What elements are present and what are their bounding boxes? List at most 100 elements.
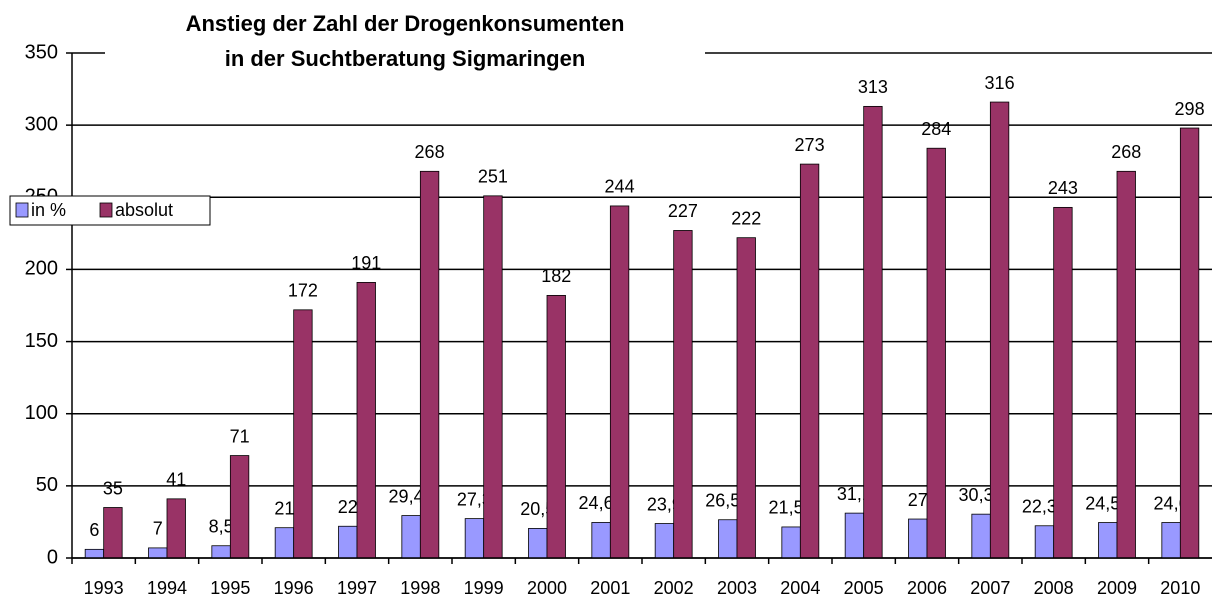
bar <box>356 282 376 559</box>
x-tick-label: 2002 <box>654 578 694 598</box>
x-tick-label: 2007 <box>970 578 1010 598</box>
bar <box>1098 522 1118 559</box>
x-tick-label: 2003 <box>717 578 757 598</box>
data-label: 24,6 <box>1154 493 1189 513</box>
title-background <box>105 8 705 78</box>
data-label: 313 <box>858 77 888 97</box>
x-tick-label: 1993 <box>84 578 124 598</box>
bar <box>654 523 675 559</box>
bar <box>103 507 123 559</box>
x-tick-label: 2000 <box>527 578 567 598</box>
bar <box>1161 522 1181 559</box>
bar <box>673 230 693 559</box>
data-label: 284 <box>921 119 951 139</box>
legend-label: absolut <box>115 200 173 220</box>
data-label: 27,3 <box>457 489 492 509</box>
data-label: 35 <box>103 478 123 498</box>
x-tick-label: 2001 <box>590 578 630 598</box>
bar <box>401 515 421 559</box>
bar <box>211 545 231 559</box>
x-tick-label: 2008 <box>1034 578 1074 598</box>
bar <box>908 518 928 559</box>
data-label: 6 <box>89 520 99 540</box>
data-label: 227 <box>668 201 698 221</box>
x-tick-label: 1998 <box>400 578 440 598</box>
data-label: 298 <box>1175 99 1205 119</box>
x-tick-label: 2009 <box>1097 578 1137 598</box>
data-label: 316 <box>985 73 1015 93</box>
data-label: 268 <box>415 142 445 162</box>
data-label: 23,9 <box>647 494 682 514</box>
data-label: 268 <box>1111 142 1141 162</box>
bar <box>166 498 186 559</box>
data-label: 251 <box>478 167 508 187</box>
legend-label: in % <box>31 200 66 220</box>
y-tick-label: 100 <box>25 402 58 424</box>
bar <box>1053 206 1073 559</box>
bar <box>546 294 566 559</box>
y-tick-label: 150 <box>25 330 58 352</box>
bar <box>419 170 440 559</box>
y-tick-label: 200 <box>25 258 58 280</box>
bar <box>483 195 503 559</box>
data-label: 41 <box>166 470 186 490</box>
x-tick-label: 1997 <box>337 578 377 598</box>
bar <box>926 147 946 559</box>
bar <box>1034 525 1055 559</box>
bar <box>609 205 630 559</box>
data-label: 222 <box>731 208 761 228</box>
legend: in % absolut <box>9 195 211 226</box>
x-tick-label: 1995 <box>210 578 250 598</box>
bar <box>528 528 548 559</box>
x-tick-label: 2010 <box>1160 578 1200 598</box>
data-label: 8,5 <box>209 516 234 536</box>
x-tick-label: 1999 <box>464 578 504 598</box>
y-tick-label: 50 <box>36 474 58 496</box>
bar <box>229 455 250 559</box>
bar <box>736 237 756 559</box>
chart-title: Anstieg der Zahl der Drogenkonsumenten <box>186 11 625 36</box>
data-label: 20,5 <box>520 499 555 519</box>
data-label: 244 <box>605 177 635 197</box>
x-tick-label: 1996 <box>274 578 314 598</box>
data-label: 71 <box>230 426 250 446</box>
x-tick-label: 1994 <box>147 578 187 598</box>
data-label: 273 <box>795 135 825 155</box>
y-tick-label: 0 <box>47 546 58 568</box>
bar <box>971 513 991 559</box>
data-label: 22 <box>338 497 358 517</box>
bar <box>274 527 295 559</box>
legend-box <box>9 195 211 226</box>
bar <box>1179 127 1200 559</box>
bar <box>844 512 865 559</box>
x-tick-label: 2005 <box>844 578 884 598</box>
data-label: 27 <box>908 490 928 510</box>
legend-swatch <box>15 202 29 218</box>
y-tick-label: 300 <box>25 113 58 135</box>
legend-swatch <box>99 202 113 218</box>
bar <box>591 522 611 559</box>
bar <box>863 105 883 559</box>
bar <box>989 101 1010 559</box>
data-label: 7 <box>153 519 163 539</box>
bar <box>799 163 820 559</box>
y-tick-label: 350 <box>25 41 58 63</box>
x-tick-label: 2006 <box>907 578 947 598</box>
bar <box>1116 170 1136 559</box>
bar <box>718 519 738 559</box>
chart-title: in der Suchtberatung Sigmaringen <box>225 46 586 71</box>
bar <box>293 309 313 559</box>
data-label: 31,1 <box>837 484 872 504</box>
data-label: 243 <box>1048 178 1078 198</box>
bar <box>148 547 168 559</box>
bar <box>338 525 358 559</box>
bar <box>781 526 801 559</box>
data-label: 21 <box>274 498 294 518</box>
bar <box>84 548 105 559</box>
bar <box>464 518 485 559</box>
x-tick-label: 2004 <box>780 578 820 598</box>
data-label: 191 <box>351 253 381 273</box>
data-label: 182 <box>541 266 571 286</box>
data-label: 172 <box>288 281 318 301</box>
